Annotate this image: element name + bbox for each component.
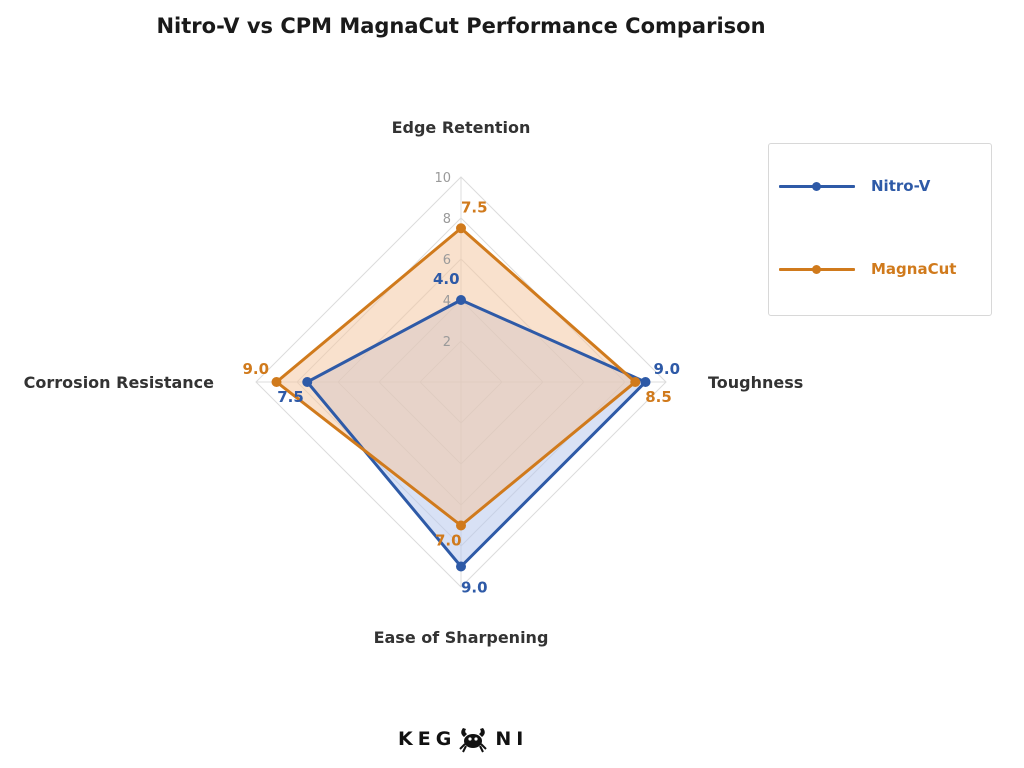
chart-labels: 2 4 6 8 10 Edge Retention Toughness Ease of Sha… <box>24 118 804 647</box>
data-point[interactable] <box>456 520 466 531</box>
legend-item-magnacut[interactable]: MagnaCut <box>779 257 956 281</box>
data-point[interactable] <box>456 295 466 305</box>
axis-label: Corrosion Resistance <box>24 373 214 392</box>
crab-icon <box>459 728 488 753</box>
series-fills <box>276 228 646 567</box>
legend: Nitro-V MagnaCut <box>768 143 992 316</box>
radial-tick-label: 2 <box>443 335 451 350</box>
radial-tick-label: 4 <box>443 294 451 309</box>
radial-tick-label: 6 <box>443 253 451 268</box>
axis-label: Edge Retention <box>392 118 531 137</box>
data-label: 4.0 <box>433 270 460 288</box>
axis-label: Ease of Sharpening <box>374 628 549 647</box>
data-label: 9.0 <box>461 579 488 597</box>
radial-tick-label: 10 <box>434 171 451 186</box>
kegani-logo: KEG NI <box>398 724 528 754</box>
legend-label: MagnaCut <box>871 260 957 278</box>
data-label: 9.0 <box>243 360 270 378</box>
legend-item-nitro-v[interactable]: Nitro-V <box>779 174 930 198</box>
data-point[interactable] <box>302 377 313 387</box>
series-points <box>271 223 651 572</box>
data-point[interactable] <box>630 377 641 387</box>
axis-label: Toughness <box>708 373 803 392</box>
logo-text-left: KEG <box>398 728 457 750</box>
data-point[interactable] <box>271 377 282 387</box>
data-label: 7.0 <box>435 532 462 550</box>
legend-swatch <box>779 262 855 276</box>
data-label: 8.5 <box>645 388 672 406</box>
data-point[interactable] <box>456 223 466 234</box>
legend-swatch <box>779 179 855 193</box>
data-label: 7.5 <box>461 198 488 216</box>
data-label: 7.5 <box>277 388 304 406</box>
data-label: 9.0 <box>654 360 681 378</box>
radial-tick-label: 8 <box>443 212 451 227</box>
logo-text-right: NI <box>495 728 529 750</box>
data-point[interactable] <box>640 377 651 387</box>
chart-title: Nitro-V vs CPM MagnaCut Performance Comp… <box>156 14 766 38</box>
data-point[interactable] <box>456 561 466 572</box>
legend-label: Nitro-V <box>871 177 931 195</box>
